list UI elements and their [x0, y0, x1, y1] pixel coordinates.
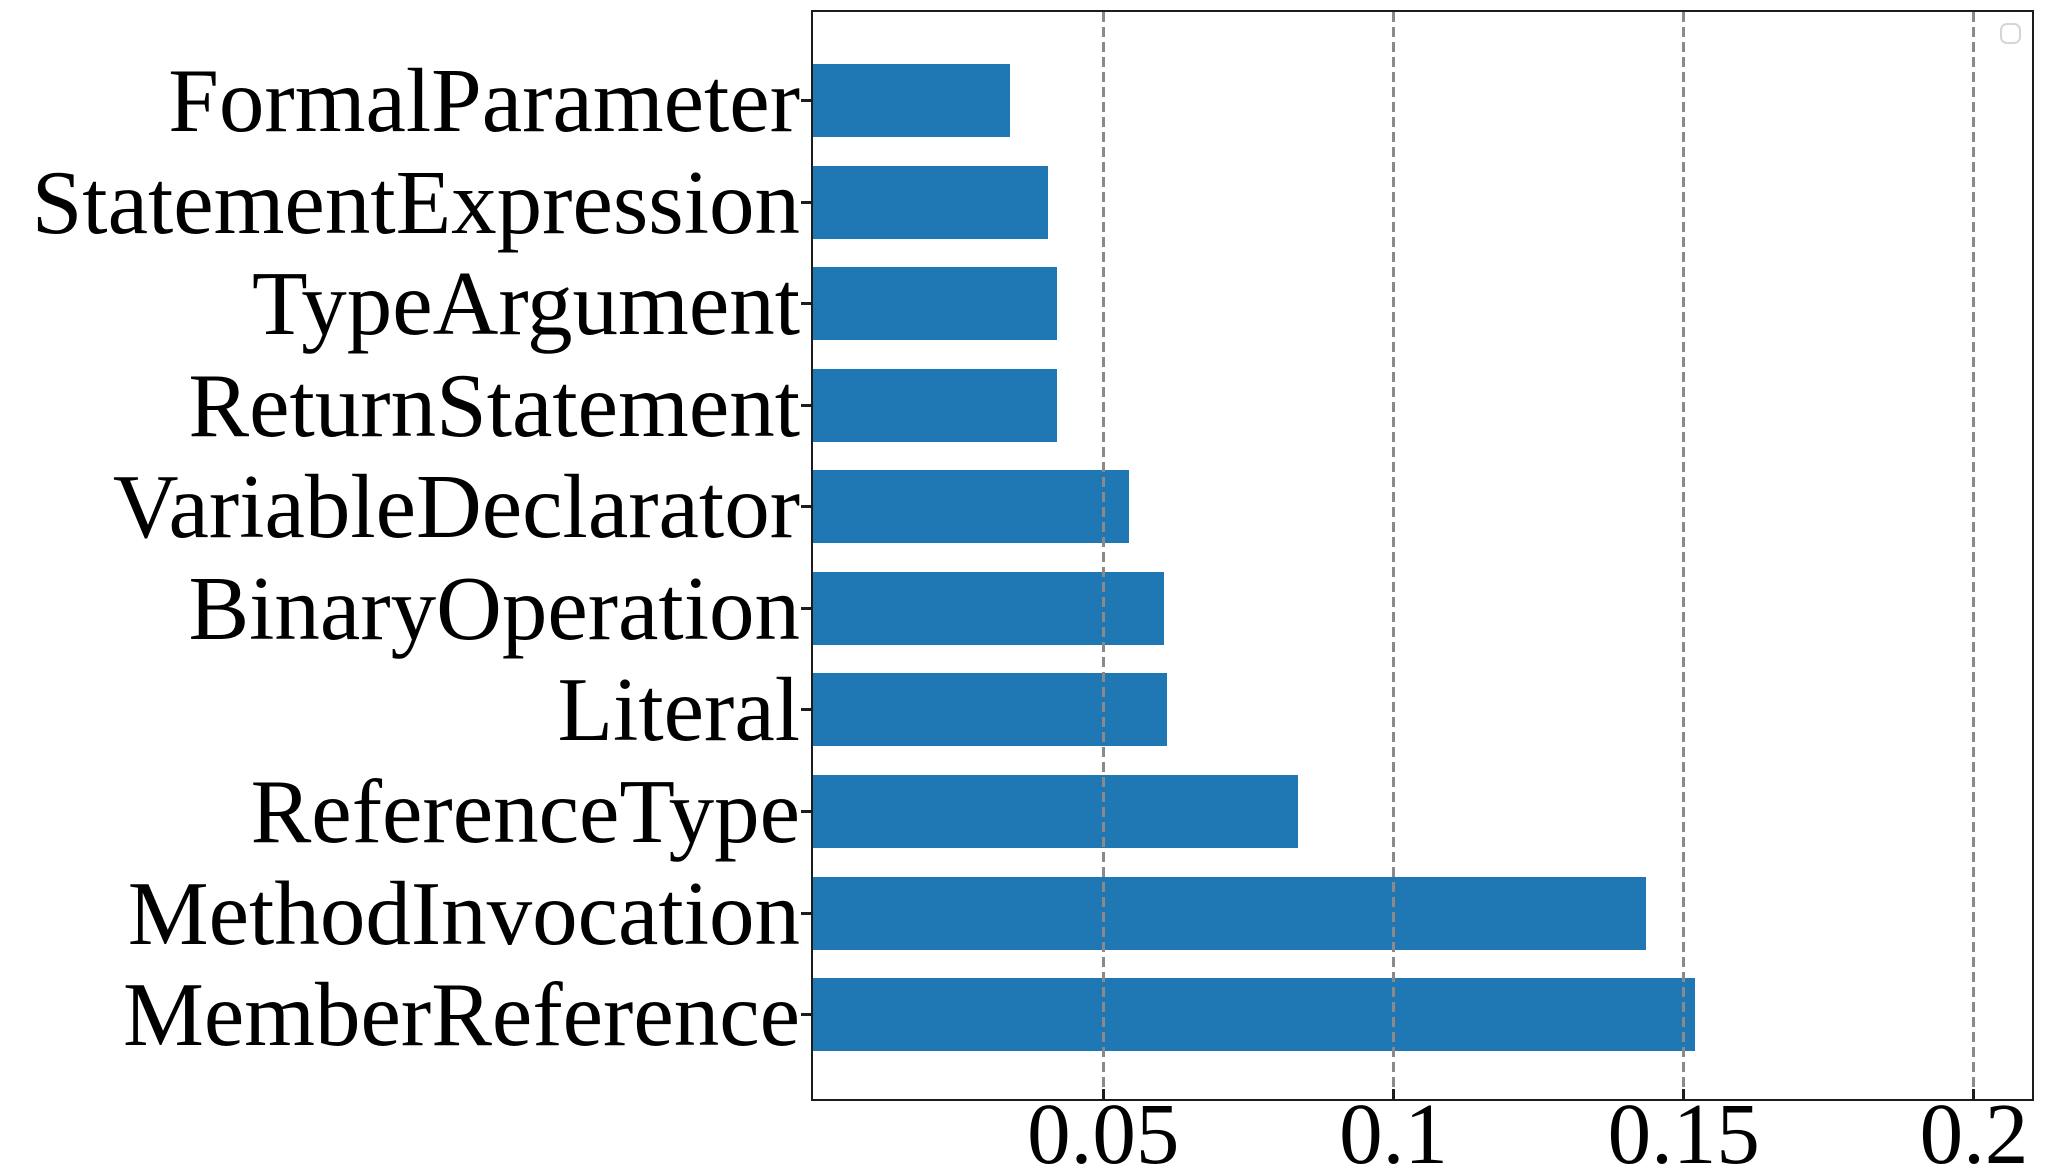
y-tick-label: VariableDeclarator	[112, 456, 800, 558]
bar-MemberReference	[813, 978, 1696, 1052]
y-tick-label: StatementExpression	[31, 151, 800, 253]
y-tick-mark	[801, 809, 811, 813]
y-tick-mark	[801, 911, 811, 915]
y-tick-label: MemberReference	[122, 964, 800, 1066]
y-tick-mark	[801, 99, 811, 103]
bar-VariableDeclarator	[813, 470, 1130, 544]
x-tick-label: 0.15	[1607, 1085, 1760, 1173]
bar-ReferenceType	[813, 774, 1298, 848]
x-tick-mark	[1101, 1089, 1105, 1099]
y-tick-mark	[801, 200, 811, 204]
grid-line	[1391, 12, 1395, 1099]
y-tick-mark	[801, 302, 811, 306]
plot-area	[811, 10, 2034, 1101]
x-tick-mark	[1391, 1089, 1395, 1099]
grid-line	[1682, 12, 1686, 1099]
y-tick-mark	[801, 505, 811, 509]
y-tick-mark	[801, 1013, 811, 1017]
bar-TypeArgument	[813, 267, 1057, 341]
y-tick-label: Literal	[557, 659, 800, 761]
y-tick-label: MethodInvocation	[127, 862, 800, 964]
y-tick-label: FormalParameter	[168, 50, 800, 152]
x-tick-label: 0.2	[1919, 1085, 2029, 1173]
grid-line	[1972, 12, 1976, 1099]
legend-box	[2000, 23, 2021, 44]
bar-Literal	[813, 673, 1168, 747]
bar-StatementExpression	[813, 165, 1049, 239]
bar-ReturnStatement	[813, 368, 1057, 442]
grid-line	[1101, 12, 1105, 1099]
bar-MethodInvocation	[813, 876, 1646, 950]
x-tick-mark	[1972, 1089, 1976, 1099]
x-tick-label: 0.05	[1027, 1085, 1180, 1173]
bar-FormalParameter	[813, 64, 1011, 138]
y-tick-mark	[801, 606, 811, 610]
y-tick-label: BinaryOperation	[188, 557, 800, 659]
y-tick-mark	[801, 403, 811, 407]
y-tick-label: TypeArgument	[252, 253, 800, 355]
y-tick-label: ReferenceType	[250, 760, 800, 862]
y-tick-mark	[801, 708, 811, 712]
y-tick-label: ReturnStatement	[188, 354, 800, 456]
bar-BinaryOperation	[813, 571, 1165, 645]
x-tick-mark	[1682, 1089, 1686, 1099]
x-tick-label: 0.1	[1339, 1085, 1448, 1173]
